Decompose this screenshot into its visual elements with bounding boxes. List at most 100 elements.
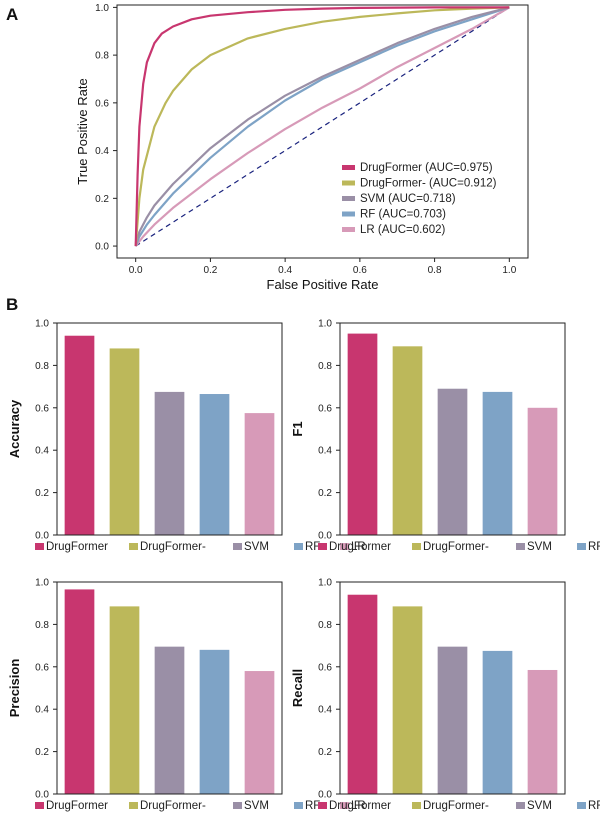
bar-legend-entry: SVM: [244, 800, 269, 812]
bar-y-tick-label: 0.4: [318, 705, 332, 716]
bar-legend-swatch: [318, 802, 327, 809]
bar-legend-swatch: [294, 543, 303, 550]
bar-legend-entry: SVM: [527, 800, 552, 812]
bar-legend-entry: DrugFormer: [46, 800, 108, 812]
bar-y-tick-label: 0.2: [35, 488, 49, 499]
bar-legend-entry: RF: [305, 800, 320, 812]
bar-legend-swatch: [318, 543, 327, 550]
bar-y-tick-label: 0.4: [318, 446, 332, 457]
bar-legend-entry: LR: [351, 800, 366, 812]
bar-legend-entry: DrugFormer: [329, 800, 391, 812]
bar-accuracy-svm: [154, 391, 185, 535]
roc-chart: 0.0 0.2 0.4 0.6 0.8 1.0 0.0 0.2 0.4 0.6 0.8 1.0 Fals…: [75, 3, 529, 292]
bar-chart-precision: 0.0 0.2 0.4 0.6 0.8 1.0 Precision DrugFormer Dru…: [7, 578, 366, 813]
bar-y-axis-label: F1: [290, 421, 305, 436]
bar-y-axis-label: Accuracy: [7, 399, 22, 458]
roc-x-tick-label: 0.0: [129, 265, 143, 276]
bar-y-tick-label: 0.2: [318, 488, 332, 499]
bar-y-tick-label: 1.0: [35, 578, 49, 589]
bar-y-tick-label: 0.8: [35, 620, 49, 631]
bar-legend-swatch: [516, 543, 525, 550]
bar-f1-drugformer-minus: [392, 346, 423, 535]
bar-y-tick-label: 0.4: [35, 705, 49, 716]
bar-legend-swatch: [577, 543, 586, 550]
bar-accuracy-drugformer-minus: [109, 348, 140, 535]
bar-y-axis-label: Recall: [290, 669, 305, 707]
bar-y-tick-label: 0.2: [35, 747, 49, 758]
bar-legend-entry: DrugFormer-: [423, 541, 489, 553]
bar-y-tick-label: 0.0: [35, 790, 49, 801]
bar-legend-entry: RF: [305, 541, 320, 553]
bar-legend-swatch: [129, 802, 138, 809]
roc-x-axis-label: False Positive Rate: [267, 277, 379, 292]
bar-legend-entry: SVM: [527, 541, 552, 553]
roc-legend-entry: DrugFormer- (AUC=0.912): [360, 178, 497, 190]
bar-plot-frame: [339, 322, 566, 536]
bar-recall-drugformer-minus: [392, 606, 423, 794]
roc-plot-frame: [116, 4, 529, 259]
bar-y-tick-label: 0.0: [318, 531, 332, 542]
bar-f1-drugformer: [347, 333, 378, 535]
bar-legend-swatch: [129, 543, 138, 550]
bar-accuracy-lr: [244, 413, 275, 535]
bar-y-tick-label: 0.6: [35, 662, 49, 673]
bar-legend-swatch: [340, 543, 349, 550]
panel-label-b: B: [6, 295, 18, 314]
bar-y-tick-label: 0.4: [35, 446, 49, 457]
roc-legend-entry: LR (AUC=0.602): [360, 224, 445, 236]
roc-line-svm: [134, 6, 510, 247]
bar-y-tick-label: 0.6: [318, 403, 332, 414]
bar-recall-drugformer: [347, 594, 378, 794]
bar-legend-swatch: [35, 543, 44, 550]
roc-y-tick-label: 0.6: [95, 98, 109, 109]
bar-legend-swatch: [35, 802, 44, 809]
bar-legend-entry: DrugFormer-: [423, 800, 489, 812]
bar-legend-swatch: [412, 802, 421, 809]
bar-y-tick-label: 0.8: [35, 361, 49, 372]
bar-f1-rf: [482, 391, 513, 535]
bar-legend-entry: LR: [351, 541, 366, 553]
bar-precision-drugformer: [64, 589, 95, 794]
bar-y-tick-label: 0.6: [35, 403, 49, 414]
bar-y-tick-label: 0.8: [318, 620, 332, 631]
bar-legend-entry: DrugFormer: [329, 541, 391, 553]
bar-accuracy-rf: [199, 394, 230, 535]
roc-legend-swatch: [342, 180, 355, 186]
bar-y-axis-label: Precision: [7, 659, 22, 718]
roc-y-tick-label: 1.0: [95, 3, 109, 14]
bar-legend-swatch: [294, 802, 303, 809]
bar-legend-entry: DrugFormer-: [140, 800, 206, 812]
roc-line-drugformer-minus: [134, 6, 510, 247]
bar-recall-rf: [482, 650, 513, 794]
bar-f1-svm: [437, 388, 468, 535]
bar-legend-entry: DrugFormer: [46, 541, 108, 553]
bar-f1-lr: [527, 407, 558, 535]
bar-accuracy-drugformer: [64, 335, 95, 535]
roc-y-tick-label: 0.0: [95, 242, 109, 253]
bar-y-tick-label: 0.0: [318, 790, 332, 801]
bar-y-tick-label: 0.8: [318, 361, 332, 372]
roc-x-tick-label: 1.0: [502, 265, 516, 276]
roc-line-drugformer: [134, 6, 510, 247]
bar-legend-entry: RF: [588, 541, 600, 553]
roc-legend-swatch: [342, 211, 355, 217]
bar-plot-frame: [339, 581, 566, 795]
bar-precision-lr: [244, 671, 275, 794]
roc-y-axis-label: True Positive Rate: [75, 78, 90, 184]
roc-diagonal-line: [135, 6, 510, 247]
roc-legend-swatch: [342, 196, 355, 201]
roc-x-tick-label: 0.4: [278, 265, 292, 276]
bar-precision-svm: [154, 646, 185, 794]
roc-legend-swatch: [342, 227, 355, 232]
bar-y-tick-label: 1.0: [35, 319, 49, 330]
bar-legend-swatch: [412, 543, 421, 550]
roc-y-tick-label: 0.2: [95, 194, 109, 205]
roc-legend-swatch: [342, 165, 355, 170]
bar-y-tick-label: 1.0: [318, 319, 332, 330]
roc-x-tick-label: 0.2: [203, 265, 217, 276]
bar-plot-frame: [56, 322, 283, 536]
bar-chart-recall: 0.0 0.2 0.4 0.6 0.8 1.0 Recall DrugFormer DrugFo…: [290, 578, 600, 813]
bar-legend-swatch: [577, 802, 586, 809]
bar-precision-drugformer-minus: [109, 606, 140, 794]
